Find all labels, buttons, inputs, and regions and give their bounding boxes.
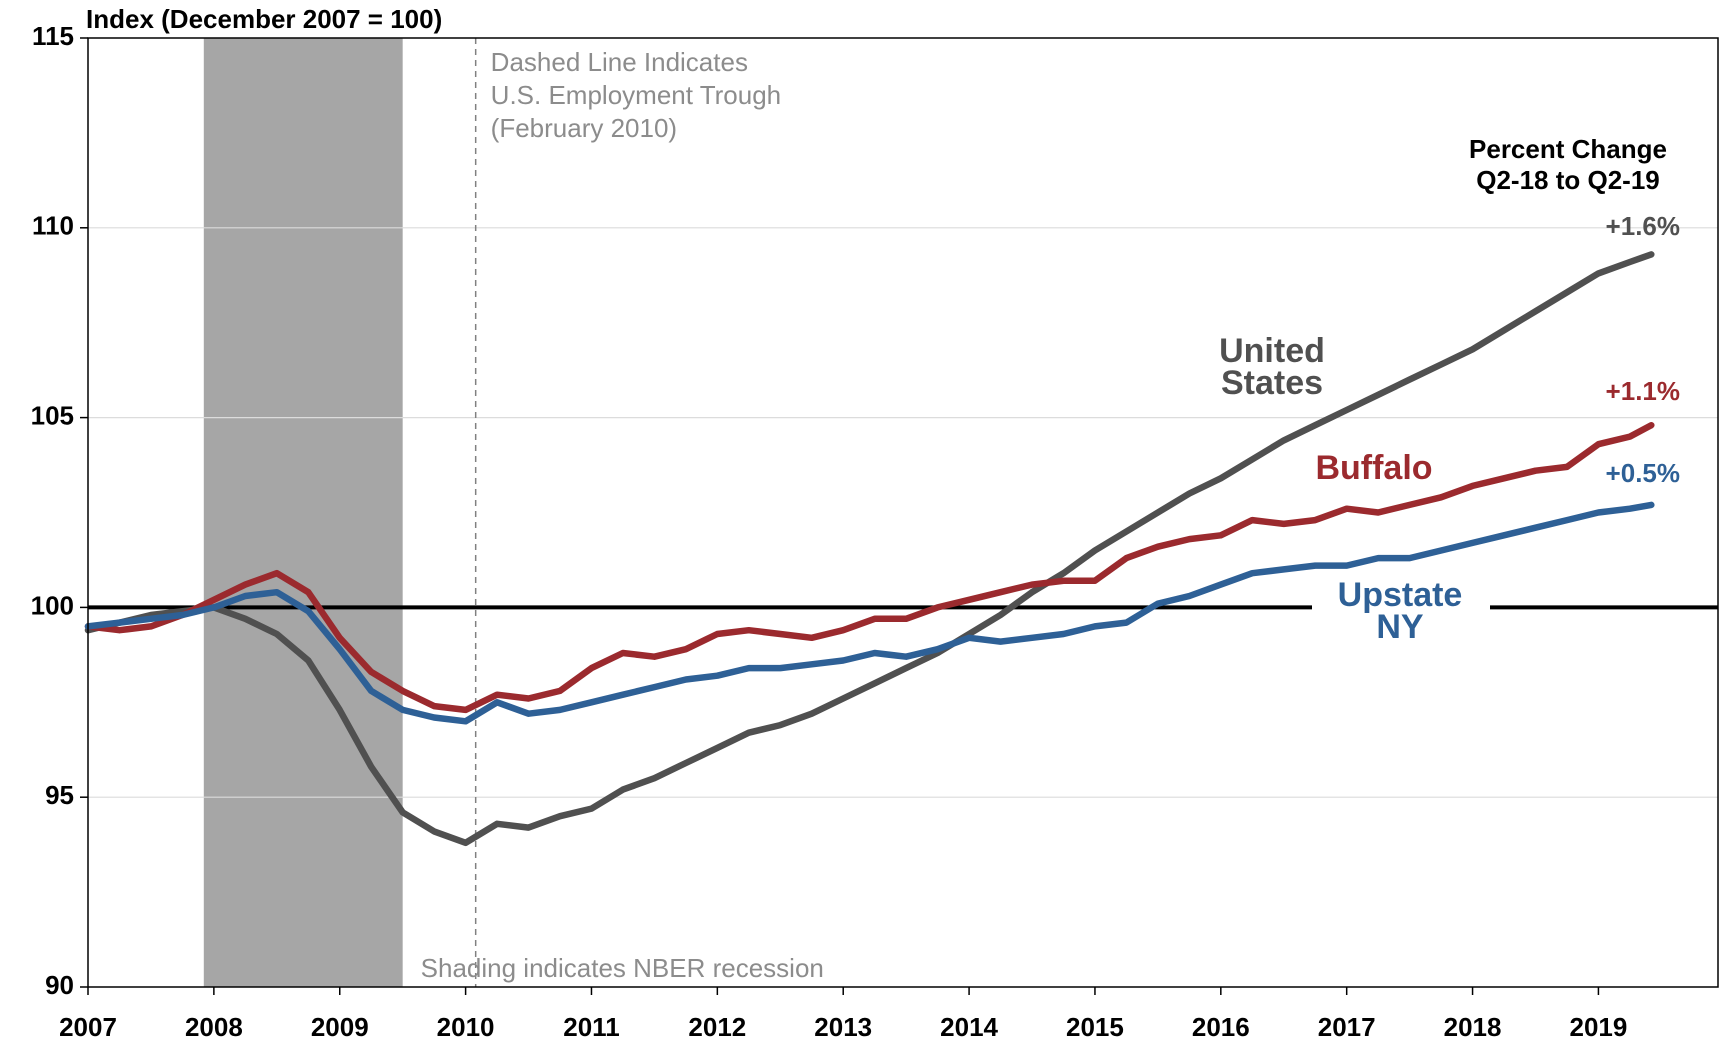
plot-frame <box>87 37 1719 988</box>
x-tick-label: 2011 <box>563 1012 619 1042</box>
y-tick-label: 95 <box>45 780 74 810</box>
y-tick-label: 110 <box>32 211 74 241</box>
series-label: Upstate NY <box>1338 576 1463 646</box>
trough-note: (February 2010) <box>491 113 677 143</box>
series-line <box>84 501 1655 725</box>
series-label: United States <box>1219 332 1325 402</box>
x-tick-label: 2014 <box>940 1012 998 1042</box>
y-tick-label: 105 <box>31 400 74 430</box>
recession-note: Shading indicates NBER recession <box>421 953 824 983</box>
x-tick-label: 2007 <box>59 1012 117 1042</box>
x-tick-label: 2008 <box>185 1012 243 1042</box>
x-tick-label: 2010 <box>437 1012 495 1042</box>
change-label: +0.5% <box>1606 458 1680 488</box>
trough-note: U.S. Employment Trough <box>491 80 781 110</box>
change-title: Percent Change <box>1469 134 1667 164</box>
x-tick-label: 2016 <box>1192 1012 1250 1042</box>
change-label: +1.1% <box>1606 376 1680 406</box>
series-line <box>84 251 1655 847</box>
chart-title: Index (December 2007 = 100) <box>86 4 442 34</box>
y-tick-label: 90 <box>45 970 74 1000</box>
x-tick-label: 2015 <box>1066 1012 1124 1042</box>
change-label: +1.6% <box>1606 211 1680 241</box>
label-background <box>1312 580 1490 620</box>
series-label: Buffalo <box>1315 449 1432 487</box>
x-tick-label: 2013 <box>814 1012 872 1042</box>
recession-band <box>203 38 403 987</box>
x-tick-label: 2017 <box>1318 1012 1376 1042</box>
trough-note: Dashed Line Indicates <box>491 47 748 77</box>
y-tick-label: 115 <box>32 21 74 51</box>
series-line <box>84 421 1655 714</box>
x-tick-label: 2009 <box>311 1012 369 1042</box>
change-title: Q2-18 to Q2-19 <box>1476 165 1660 195</box>
x-tick-label: 2019 <box>1570 1012 1628 1042</box>
x-tick-label: 2012 <box>688 1012 746 1042</box>
y-tick-label: 100 <box>31 590 74 620</box>
x-tick-label: 2018 <box>1444 1012 1502 1042</box>
